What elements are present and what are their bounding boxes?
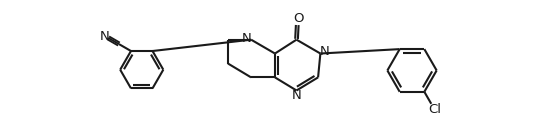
Text: N: N [292, 89, 301, 102]
Text: N: N [242, 32, 251, 45]
Text: N: N [320, 46, 330, 59]
Text: N: N [100, 30, 110, 43]
Text: Cl: Cl [428, 103, 441, 116]
Text: O: O [293, 12, 303, 25]
